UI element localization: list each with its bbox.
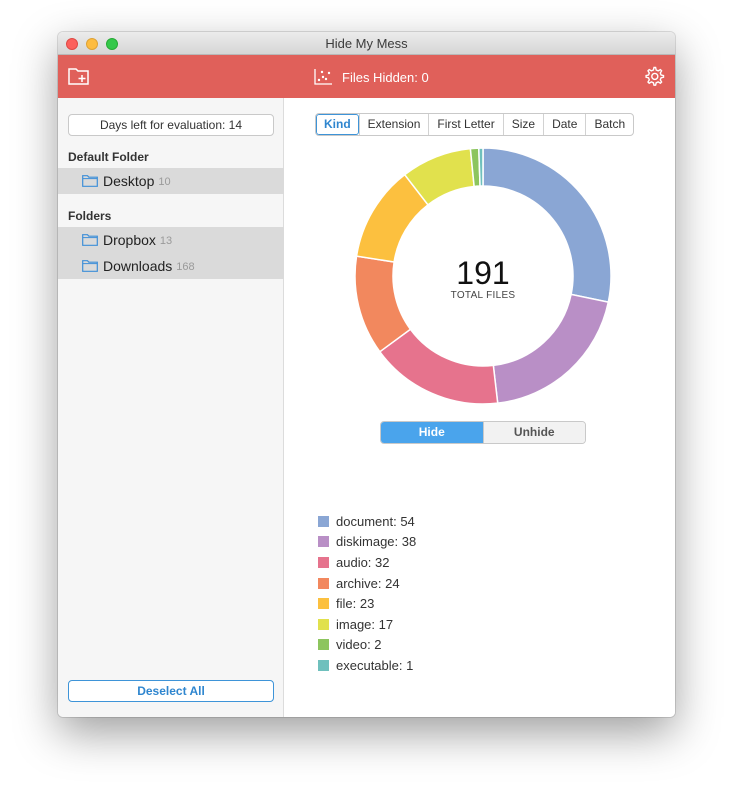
hide-unhide-toggle: Hide Unhide [380, 421, 586, 444]
legend-swatch [318, 515, 329, 527]
toolbar: Files Hidden: 0 [58, 55, 675, 98]
folder-name: Desktop [103, 173, 155, 189]
legend-item-video: video: 2 [318, 635, 416, 656]
legend-label: executable: 1 [336, 657, 414, 673]
evaluation-days-field: Days left for evaluation: 14 [68, 114, 274, 136]
legend-label: archive: 24 [336, 575, 400, 591]
default-folder-heading: Default Folder [68, 150, 149, 164]
legend-swatch [318, 536, 329, 548]
unhide-button[interactable]: Unhide [482, 422, 585, 443]
legend-item-archive: archive: 24 [318, 573, 416, 594]
sidebar-item-desktop[interactable]: Desktop 10 [58, 168, 284, 194]
folder-icon [82, 234, 98, 246]
add-folder-icon[interactable] [67, 65, 91, 87]
title-bar: Hide My Mess [58, 32, 675, 55]
total-files-count: 191 [456, 255, 510, 291]
group-by-tabs: Kind Extension First Letter Size Date Ba… [315, 113, 635, 136]
tab-first-letter[interactable]: First Letter [428, 114, 502, 135]
tab-extension[interactable]: Extension [358, 114, 429, 135]
legend-swatch [318, 556, 329, 568]
file-kind-donut-chart [354, 147, 612, 405]
legend-label: audio: 32 [336, 554, 390, 570]
window-title: Hide My Mess [325, 36, 408, 51]
folder-icon [82, 260, 98, 272]
folder-icon [82, 175, 98, 187]
folders-heading: Folders [68, 209, 112, 223]
donut-slice-executable[interactable] [478, 147, 484, 187]
main-panel: Kind Extension First Letter Size Date Ba… [284, 98, 675, 717]
scatter-chart-icon [314, 69, 332, 85]
legend-label: image: 17 [336, 616, 394, 632]
legend-label: document: 54 [336, 513, 415, 529]
legend-item-document: document: 54 [318, 511, 416, 532]
legend-item-executable: executable: 1 [318, 655, 416, 676]
files-hidden-status: Files Hidden: 0 [313, 66, 429, 88]
legend-label: video: 2 [336, 637, 382, 653]
folder-file-count: 13 [159, 235, 173, 247]
chart-legend: document: 54 diskimage: 38 audio: 32 archiv… [318, 511, 416, 676]
legend-swatch [318, 577, 329, 589]
legend-label: diskimage: 38 [336, 534, 417, 550]
files-hidden-label: Files Hidden: 0 [342, 69, 429, 85]
app-window: Hide My Mess Files Hidden: 0 [58, 32, 675, 717]
tab-size[interactable]: Size [502, 114, 543, 135]
folder-file-count: 10 [158, 176, 171, 188]
donut-slice-diskimage[interactable] [492, 293, 610, 404]
legend-item-file: file: 23 [318, 593, 416, 614]
legend-swatch [318, 598, 329, 610]
hide-button[interactable]: Hide [381, 422, 483, 443]
tab-date[interactable]: Date [543, 114, 585, 135]
legend-item-audio: audio: 32 [318, 552, 416, 573]
folder-file-count: 168 [176, 261, 195, 273]
legend-label: file: 23 [336, 596, 375, 612]
legend-item-image: image: 17 [318, 614, 416, 635]
sidebar-item-dropbox[interactable]: Dropbox 13 [58, 227, 284, 253]
gear-icon[interactable] [643, 65, 665, 87]
minimize-window-button[interactable] [86, 38, 98, 50]
donut-center-total: 191 TOTAL FILES [351, 256, 615, 301]
folder-name: Dropbox [103, 232, 156, 248]
maximize-window-button[interactable] [106, 38, 118, 50]
legend-swatch [318, 618, 329, 630]
deselect-all-button[interactable]: Deselect All [68, 680, 274, 702]
sidebar-item-downloads[interactable]: Downloads 168 [58, 253, 284, 279]
sidebar: Days left for evaluation: 14 Default Fol… [58, 98, 284, 717]
folder-name: Downloads [103, 258, 173, 274]
tab-batch[interactable]: Batch [585, 114, 633, 135]
legend-swatch [318, 639, 329, 651]
tab-kind[interactable]: Kind [316, 114, 359, 135]
legend-item-diskimage: diskimage: 38 [318, 532, 416, 553]
legend-swatch [318, 659, 329, 671]
total-files-label: TOTAL FILES [450, 290, 516, 301]
close-window-button[interactable] [66, 38, 78, 50]
donut-slice-audio[interactable] [378, 328, 499, 405]
